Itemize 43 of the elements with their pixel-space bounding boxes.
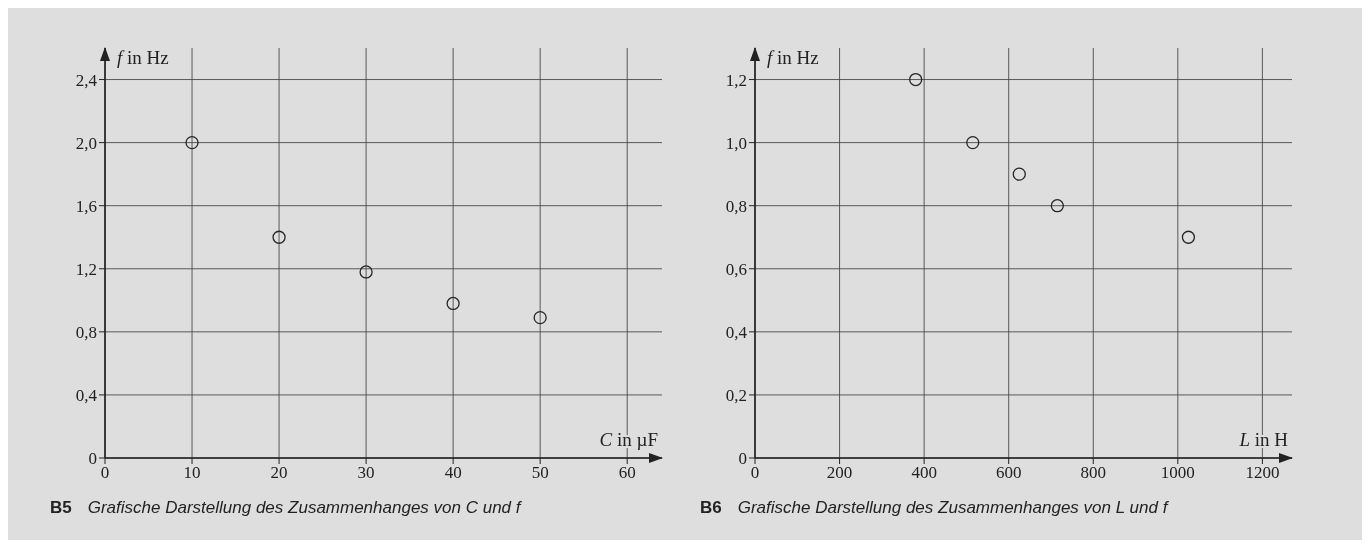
point xyxy=(1012,167,1026,181)
text: B6 xyxy=(700,498,722,517)
point xyxy=(1050,199,1064,213)
y-tick-label: 1,6 xyxy=(75,196,97,216)
x-tick-label: 200 xyxy=(826,463,853,483)
y-tick-label: 0 xyxy=(88,449,97,469)
y-tick-label: 0,8 xyxy=(75,322,97,342)
y-tick-label: 2,0 xyxy=(75,133,97,153)
x-tick-label: 800 xyxy=(1080,463,1107,483)
text: B5 xyxy=(50,498,72,517)
text: Grafische Darstellung des Zusammenhanges von L und f xyxy=(737,498,1168,517)
y-tick-label: 0 xyxy=(738,449,747,469)
point xyxy=(1181,230,1196,244)
y-tick-label: 1,0 xyxy=(725,133,747,153)
y-tick-label: 1,2 xyxy=(725,70,747,90)
point xyxy=(533,311,547,325)
point xyxy=(359,265,373,279)
y-tick-label: 2,4 xyxy=(75,70,98,90)
x-tick-label: 400 xyxy=(911,463,937,483)
y-tick-label: 0,8 xyxy=(725,196,747,216)
point xyxy=(185,135,199,150)
text: Grafische Darstellung des Zusammenhanges von C und f xyxy=(87,498,521,517)
point xyxy=(966,135,980,150)
x-tick-label: 30 xyxy=(357,463,375,483)
y-axis-title: f in Hz xyxy=(117,47,169,68)
x-tick-label: 60 xyxy=(618,463,636,483)
point xyxy=(272,230,286,244)
y-tick-label: 1,2 xyxy=(75,259,97,279)
x-tick-label: 1000 xyxy=(1160,463,1195,483)
x-tick-label: 1200 xyxy=(1245,463,1280,483)
x-tick-label: 10 xyxy=(183,463,201,483)
x-tick-label: 600 xyxy=(995,463,1022,483)
point xyxy=(446,296,460,311)
y-tick-label: 0,2 xyxy=(725,385,747,405)
x-tick-label: 50 xyxy=(531,463,549,483)
x-tick-label: 40 xyxy=(444,463,462,483)
y-tick-label: 0,4 xyxy=(725,322,748,342)
y-tick-label: 0,4 xyxy=(75,385,98,405)
point xyxy=(909,72,923,87)
x-tick-label: 20 xyxy=(270,463,288,483)
x-axis-title: C in µF xyxy=(599,429,658,450)
y-tick-label: 0,6 xyxy=(725,259,747,279)
y-axis-title: f in Hz xyxy=(767,47,819,68)
